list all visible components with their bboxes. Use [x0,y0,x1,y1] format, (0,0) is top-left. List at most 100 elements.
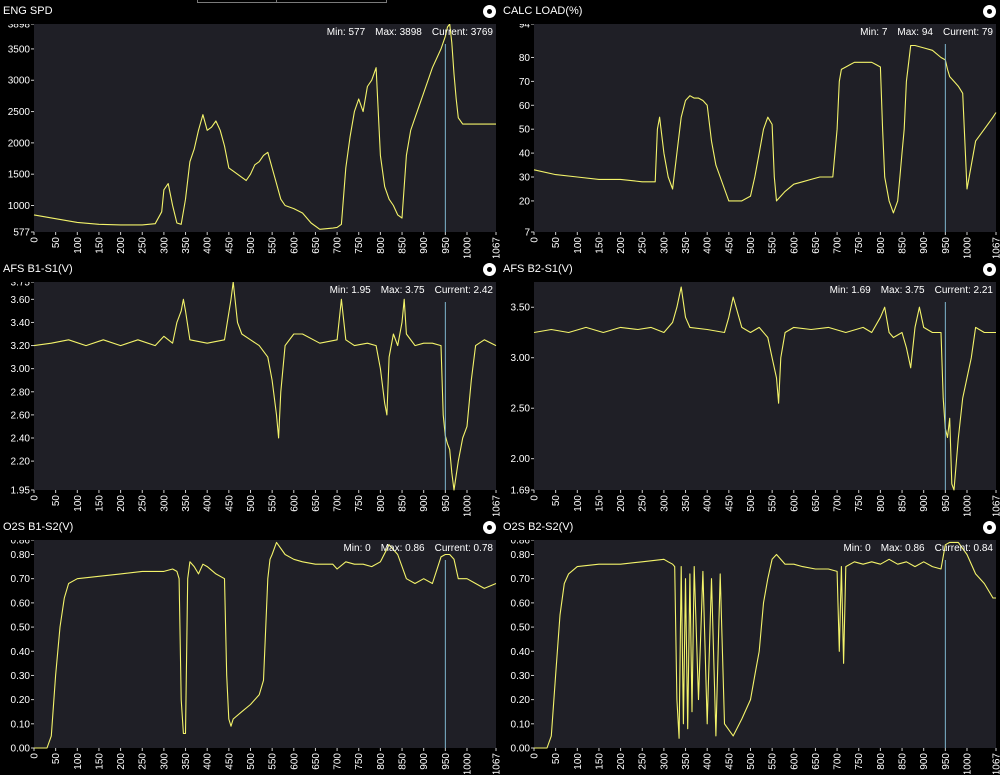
y-tick-label: 577 [13,228,30,239]
series-line [534,541,996,749]
x-tick-label: 0 [30,495,41,501]
x-tick-label: 300 [659,753,670,770]
x-tick-label: 750 [354,237,365,254]
y-tick-label: 0.60 [511,598,531,609]
x-tick-label: 250 [138,237,149,254]
chart-panel-4: AFS B2-S1(V) 1.69 2.00 2.50 3.00 3.50 0 50 100 15… [500,258,1000,516]
plot-area[interactable] [34,24,496,232]
x-tick-label: 850 [898,495,909,512]
x-tick-label: 850 [398,495,409,512]
x-tick-label: 300 [159,753,170,770]
x-tick-label: 250 [638,495,649,512]
x-tick-label: 350 [681,753,692,770]
settings-dot-icon[interactable] [983,521,996,534]
y-tick-label: 0.00 [11,744,31,755]
stat-min-label: Min: 0 [843,543,871,554]
series-line [533,44,997,214]
x-tick-label: 100 [73,495,84,512]
x-tick-label: 150 [594,237,605,254]
x-tick-label: 50 [551,753,562,765]
x-tick-label: 250 [638,753,649,770]
y-tick-label: 2.40 [11,434,31,445]
x-tick-label: 1067 [992,237,1000,258]
stat-current-label: Current: 2.21 [935,285,994,296]
x-tick-label: 550 [268,495,279,512]
x-tick-label: 50 [551,495,562,507]
x-tick-label: 300 [659,237,670,254]
line-chart: 0.00 0.10 0.20 0.30 0.40 0.50 0.60 0.70 0.80 0.86… [11,540,500,774]
x-tick-label: 150 [594,495,605,512]
x-tick-label: 400 [703,237,714,254]
x-tick-label: 500 [746,753,757,770]
stats-readout: Current: 2.21 Max: 3.75 Min: 1.69 [830,285,994,296]
series-line [34,541,497,749]
x-tick-label: 200 [116,495,127,512]
x-tick-label: 850 [398,237,409,254]
settings-dot-icon[interactable] [483,521,496,534]
top-toolbar-divider [276,0,277,3]
plot-area[interactable] [34,282,496,490]
y-tick-label: 2500 [8,107,31,118]
plot-area[interactable] [534,282,996,490]
stats-readout: Current: 79 Max: 94 Min: 7 [860,27,993,38]
x-tick-label: 900 [419,753,430,770]
stat-min-label: Min: 577 [327,27,366,38]
x-tick-label: 850 [898,753,909,770]
settings-dot-inner [987,525,992,530]
y-tick-label: 0.86 [11,540,31,547]
plot-area[interactable] [534,540,996,748]
y-tick-label: 0.10 [511,719,531,730]
y-tick-label: 0.00 [511,744,531,755]
x-tick-label: 450 [724,237,735,254]
stat-current-label: Current: 0.78 [435,543,494,554]
x-tick-label: 0 [30,237,41,243]
x-tick-label: 650 [311,237,322,254]
y-tick-label: 30 [519,173,531,184]
stat-max-label: Max: 3.75 [881,285,925,296]
y-tick-label: 3000 [8,76,31,87]
x-tick-label: 400 [203,495,214,512]
y-tick-label: 0.20 [11,695,31,706]
x-tick-label: 750 [854,237,865,254]
y-tick-label: 80 [519,53,531,64]
settings-dot-icon[interactable] [483,5,496,18]
y-tick-label: 2.80 [11,387,31,398]
x-tick-label: 550 [768,237,779,254]
x-tick-label: 700 [333,753,344,770]
x-tick-label: 750 [854,753,865,770]
y-tick-label: 1000 [8,201,31,212]
x-tick-label: 700 [833,753,844,770]
x-tick-label: 50 [551,237,562,249]
x-tick-label: 600 [789,753,800,770]
y-tick-label: 50 [519,125,531,136]
settings-dot-icon[interactable] [483,263,496,276]
stat-current-label: Current: 0.84 [935,543,994,554]
plot-area[interactable] [534,24,996,232]
x-tick-label: 650 [811,495,822,512]
chart-panel-2: CALC LOAD(%) 7 20 30 40 50 60 70 80 94 0 50 100 150 20… [500,0,1000,258]
x-tick-label: 100 [573,753,584,770]
x-tick-label: 800 [376,753,387,770]
line-chart: 577 1000 1500 2000 2500 3000 3500 3898 0 50 100 150… [8,24,500,258]
line-chart: 1.69 2.00 2.50 3.00 3.50 0 50 100 150 200 250 300 35… [511,282,1000,516]
chart-title: ENG SPD [3,5,53,17]
x-tick-label: 600 [789,237,800,254]
x-tick-label: 1067 [992,495,1000,516]
top-toolbar-tabs [197,0,387,3]
x-tick-label: 650 [311,753,322,770]
y-tick-label: 0.86 [511,540,531,547]
stat-max-label: Max: 3898 [375,27,422,38]
x-tick-label: 800 [876,495,887,512]
y-tick-label: 1500 [8,170,31,181]
x-tick-label: 650 [811,237,822,254]
x-tick-label: 950 [941,495,952,512]
x-tick-label: 450 [224,495,235,512]
stat-max-label: Max: 0.86 [381,543,425,554]
x-tick-label: 200 [616,495,627,512]
settings-dot-icon[interactable] [983,263,996,276]
stat-current-label: Current: 3769 [432,27,494,38]
x-tick-label: 700 [833,495,844,512]
x-tick-label: 650 [311,495,322,512]
settings-dot-icon[interactable] [983,5,996,18]
x-tick-label: 1067 [492,495,501,516]
